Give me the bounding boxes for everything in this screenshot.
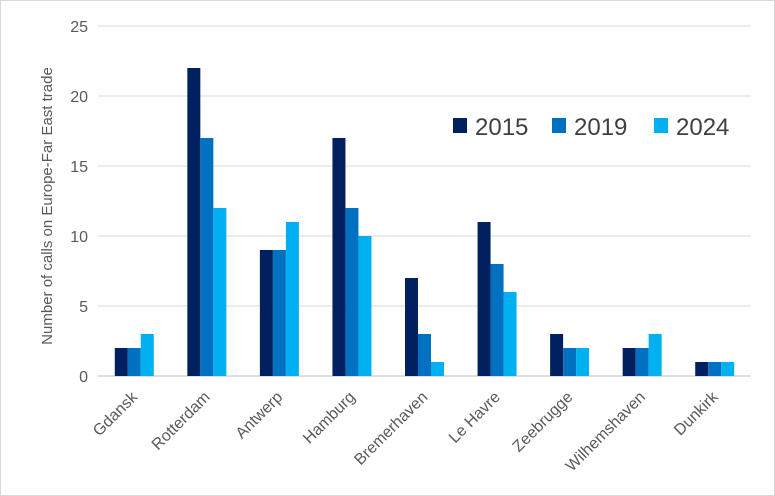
bar-2015-zeebrugge (550, 334, 564, 376)
bar-2024-wilhemshaven (648, 334, 662, 376)
legend: 2015 2019 2024 (453, 114, 729, 141)
legend-swatch-2024 (654, 118, 668, 133)
legend-swatch-2019 (552, 118, 566, 133)
bar-2019-antwerp (272, 250, 286, 376)
bar-2015-wilhemshaven (622, 348, 636, 376)
legend-swatch-2015 (453, 118, 467, 133)
bar-2019-wilhemshaven (635, 348, 649, 376)
bar-2024-zeebrugge (576, 348, 590, 376)
y-tick-label: 20 (70, 89, 88, 106)
bar-2024-hamburg (358, 236, 372, 376)
y-tick-label: 5 (79, 299, 88, 316)
bar-2024-gdansk (140, 334, 154, 376)
bar-2019-zeebrugge (563, 348, 577, 376)
x-tick-label: Le Havre (446, 389, 504, 447)
y-tick-label: 10 (70, 229, 88, 246)
bar-2015-dunkirk (695, 362, 709, 376)
y-tick-label: 0 (79, 369, 88, 386)
x-tick-label: Dunkirk (671, 388, 722, 439)
x-tick-label: Zeebrugge (510, 389, 577, 456)
x-axis-ticks: Gdansk Rotterdam Antwerp HamburgBremerhaven… (90, 388, 722, 475)
bar-2024-rotterdam (213, 208, 227, 376)
bar-2024-antwerp (285, 222, 299, 376)
x-tick-label: Wilhemshaven (563, 389, 649, 475)
bar-2019-rotterdam (200, 138, 214, 376)
y-tick-label: 15 (70, 159, 88, 176)
bar-2019-hamburg (345, 208, 359, 376)
x-tick-label: Antwerp (233, 389, 287, 443)
bar-2019-bremerhaven (418, 334, 431, 376)
x-tick-label: Gdansk (90, 388, 142, 440)
bar-2019-le havre (490, 264, 504, 376)
y-axis-title: Number of calls on Europe-Far East trade (39, 67, 56, 345)
legend-label-2024: 2024 (676, 114, 729, 141)
bar-2015-gdansk (114, 348, 128, 376)
bar-2024-le havre (503, 292, 517, 376)
x-tick-label: Bremerhaven (351, 389, 431, 469)
legend-label-2019: 2019 (574, 114, 627, 141)
bar-2024-bremerhaven (431, 362, 444, 376)
y-tick-label: 25 (70, 19, 88, 36)
x-tick-label: Rotterdam (149, 389, 214, 454)
bar-2019-gdansk (127, 348, 141, 376)
bar-2019-dunkirk (708, 362, 722, 376)
x-tick-label: Hamburg (300, 389, 359, 448)
bar-2024-dunkirk (721, 362, 735, 376)
bars (114, 68, 735, 376)
bar-2015-hamburg (332, 138, 346, 376)
bar-2015-bremerhaven (405, 278, 418, 376)
legend-label-2015: 2015 (475, 114, 528, 141)
bar-2015-rotterdam (187, 68, 201, 376)
bar-2015-antwerp (259, 250, 273, 376)
y-axis-ticks: 0 5 10 15 20 25 (70, 19, 88, 386)
bar-2015-le havre (477, 222, 491, 376)
